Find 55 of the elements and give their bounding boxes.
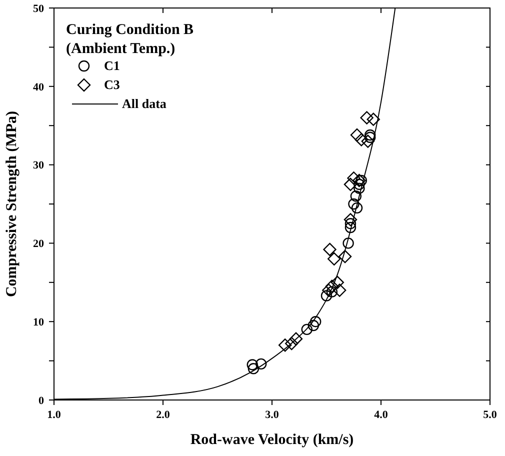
- point: [366, 112, 380, 126]
- x-tick-label: 5.0: [483, 409, 498, 421]
- point: [256, 358, 267, 370]
- legend-label: C1: [104, 58, 120, 73]
- point: [352, 174, 366, 188]
- x-axis-title: Rod-wave Velocity (km/s): [190, 432, 354, 448]
- point: [354, 178, 365, 190]
- legend-label: All data: [122, 96, 167, 111]
- point: [332, 284, 346, 297]
- point: [347, 172, 360, 185]
- x-tick-label: 2.0: [156, 409, 170, 421]
- x-tick-label: 1.0: [47, 409, 62, 421]
- point: [326, 286, 338, 298]
- point: [344, 218, 356, 230]
- y-tick-label: 50: [33, 2, 44, 15]
- point: [350, 128, 364, 142]
- point: [360, 111, 374, 124]
- point: [278, 338, 292, 352]
- point: [246, 359, 258, 370]
- point: [344, 178, 358, 191]
- y-tick-label: 30: [33, 160, 44, 172]
- point: [361, 134, 375, 148]
- point: [310, 316, 322, 328]
- point: [301, 324, 312, 336]
- point: [354, 182, 365, 194]
- point: [325, 280, 339, 293]
- point: [344, 222, 356, 234]
- y-axis-title: Compressive Strength (MPa): [4, 110, 20, 298]
- point: [338, 250, 352, 264]
- point: [364, 129, 376, 141]
- point: [248, 363, 260, 374]
- point: [323, 242, 336, 256]
- point: [289, 332, 303, 346]
- legend-title: Curing Condition B (Ambient Temp.): [66, 22, 194, 57]
- x-tick-label: 3.0: [265, 409, 280, 421]
- legend-label: C3: [104, 77, 120, 92]
- point: [320, 290, 332, 302]
- point: [322, 284, 336, 297]
- point: [285, 336, 298, 350]
- point: [356, 174, 367, 186]
- y-tick-label: 10: [33, 316, 44, 328]
- point: [344, 213, 358, 226]
- point: [351, 202, 363, 214]
- point: [354, 133, 368, 146]
- y-tick-label: 20: [33, 238, 44, 250]
- x-tick-label: 4.0: [374, 409, 388, 421]
- point: [350, 190, 362, 202]
- y-tick-label: 40: [33, 81, 44, 94]
- point: [328, 252, 341, 266]
- point: [308, 320, 320, 332]
- point: [364, 132, 376, 143]
- point: [342, 238, 354, 249]
- y-tick-label: 0: [38, 394, 44, 407]
- point: [348, 198, 360, 210]
- point: [330, 276, 344, 289]
